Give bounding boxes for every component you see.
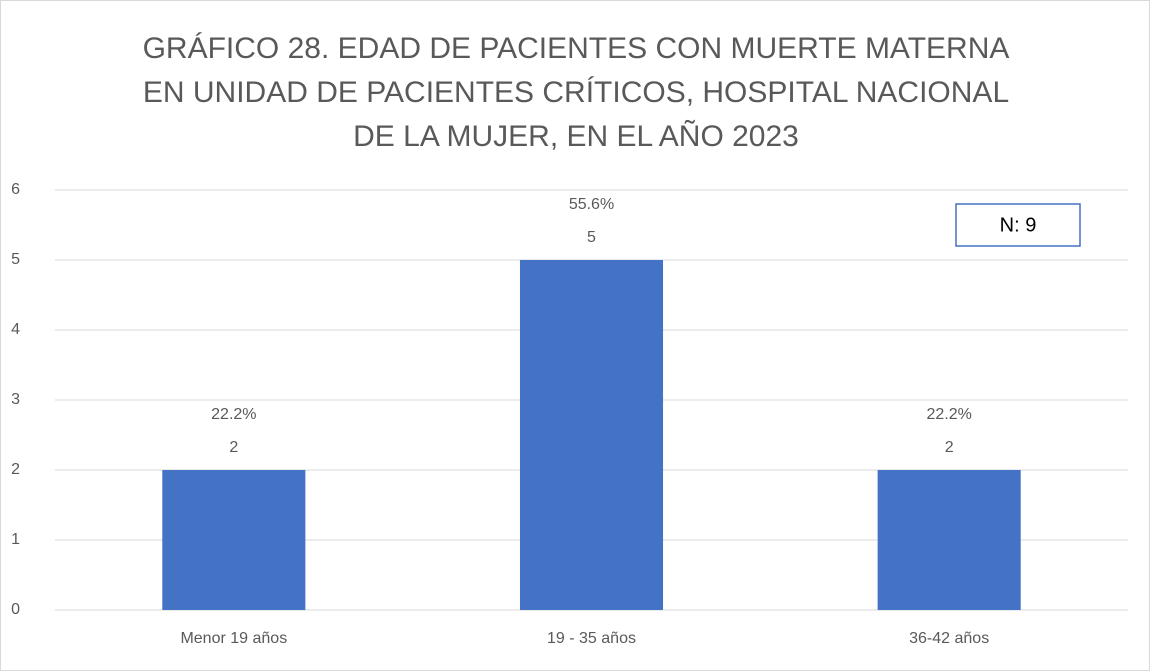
chart-title: EN UNIDAD DE PACIENTES CRÍTICOS, HOSPITA… — [143, 76, 1009, 109]
y-tick-label: 0 — [11, 601, 20, 618]
data-label: 5 — [587, 229, 596, 246]
data-label: 2 — [945, 439, 954, 456]
x-tick-label: 19 - 35 años — [547, 630, 636, 647]
bar — [162, 470, 306, 610]
y-tick-label: 2 — [11, 461, 20, 478]
y-tick-label: 4 — [11, 321, 20, 338]
y-tick-label: 3 — [11, 391, 20, 408]
y-tick-label: 1 — [11, 531, 20, 548]
percent-label: 55.6% — [569, 196, 614, 213]
percent-label: 22.2% — [211, 406, 256, 423]
data-label: 2 — [229, 439, 238, 456]
chart-title: DE LA MUJER, EN EL AÑO 2023 — [353, 119, 799, 153]
bar — [519, 260, 664, 610]
x-tick-label: 36-42 años — [909, 630, 989, 647]
chart-title: GRÁFICO 28. EDAD DE PACIENTES CON MUERTE… — [143, 32, 1010, 65]
percent-label: 22.2% — [926, 406, 971, 423]
bar — [877, 470, 1021, 610]
annotation-box — [955, 203, 1081, 247]
annotation: N: 9 — [1000, 214, 1037, 236]
y-tick-label: 6 — [11, 181, 20, 198]
y-tick-label: 5 — [11, 251, 20, 268]
x-tick-label: Menor 19 años — [180, 630, 287, 647]
